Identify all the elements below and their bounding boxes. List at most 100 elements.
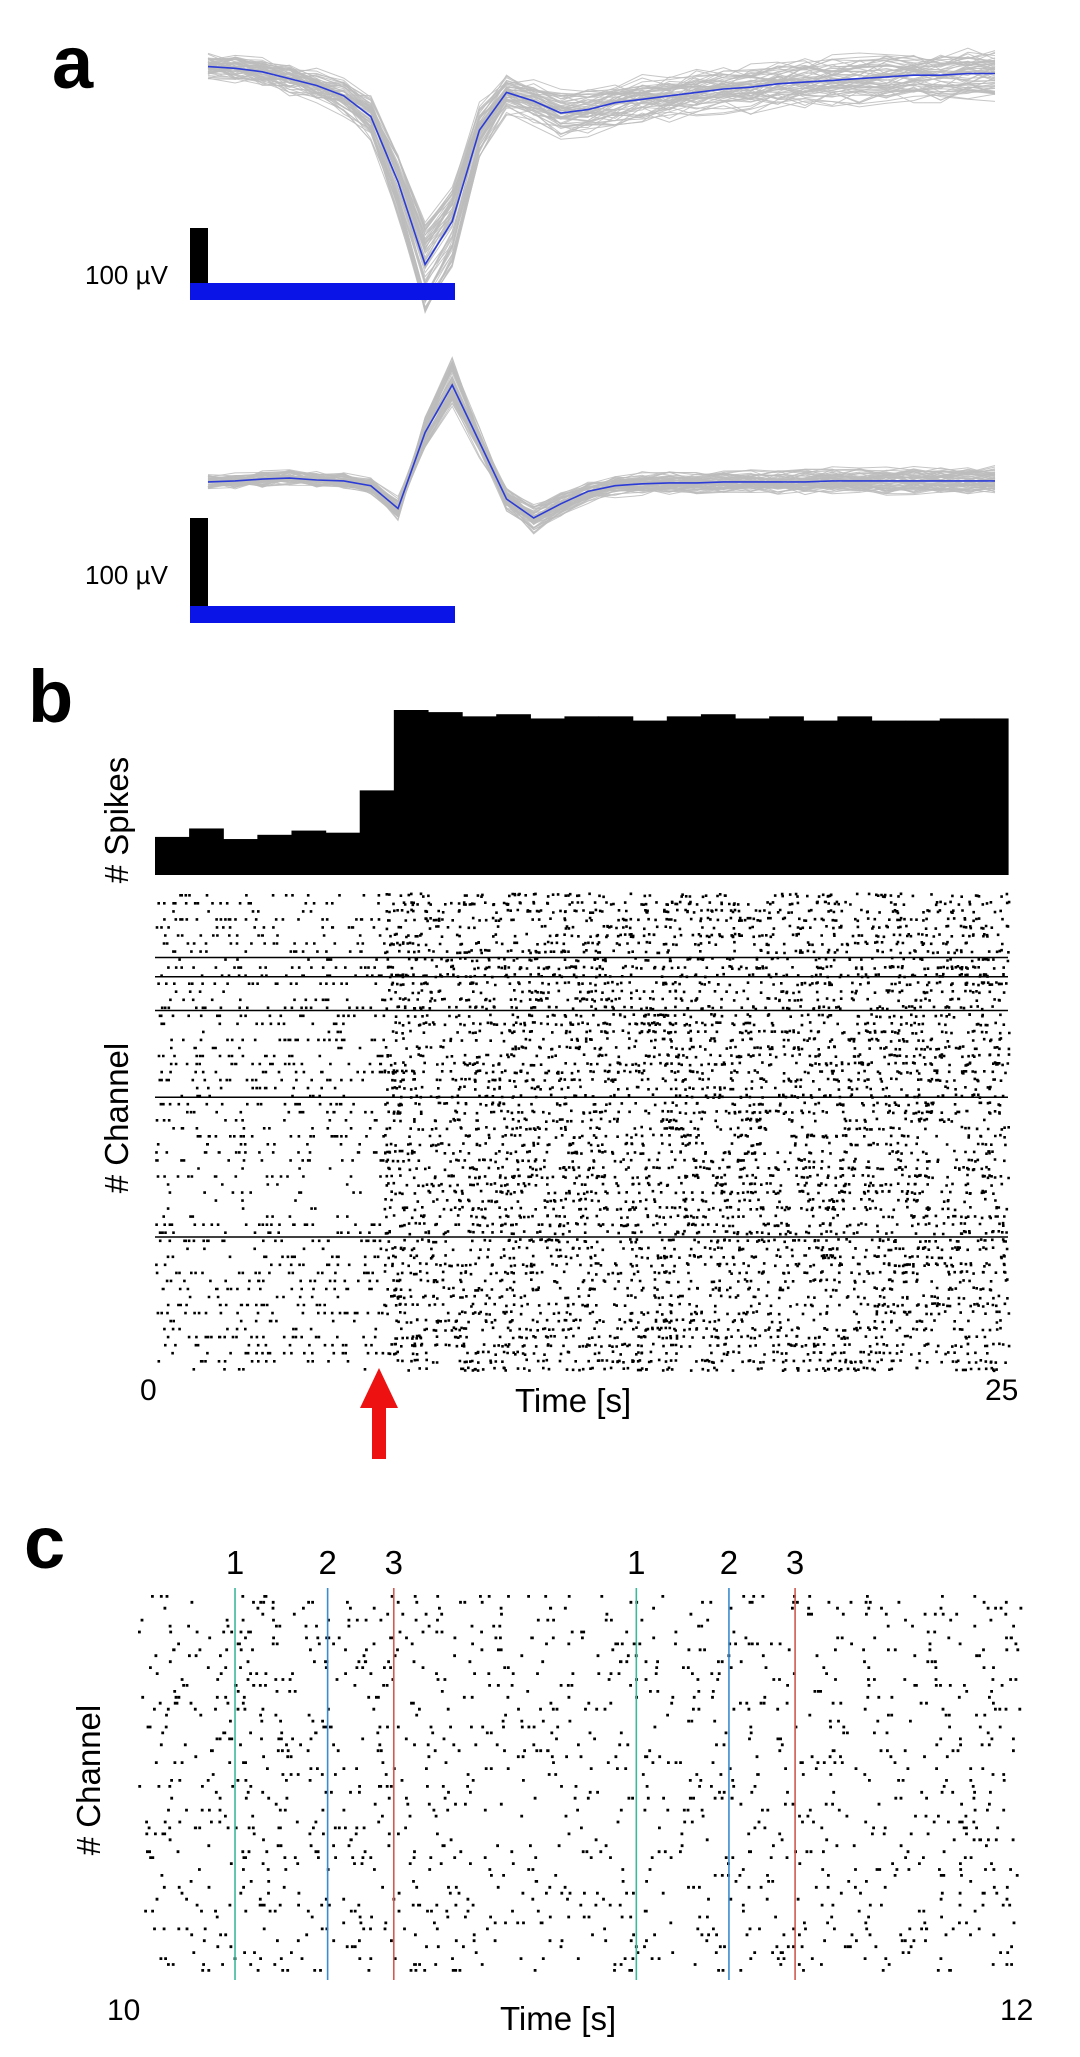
waveform-trace	[207, 60, 996, 303]
histogram-bar	[769, 716, 804, 875]
waveform-trace	[207, 379, 996, 529]
waveform-trace	[207, 365, 996, 534]
waveform-trace	[207, 363, 996, 531]
event-marker-label: 1	[627, 1544, 645, 1581]
raster-c-x-max: 12	[1000, 1994, 1033, 2027]
histogram-bar	[359, 790, 395, 875]
histogram-bar	[598, 716, 634, 875]
histogram-bar	[837, 716, 873, 875]
waveform-trace	[207, 54, 996, 298]
stimulus-arrow-head	[360, 1368, 398, 1408]
waveform-trace	[207, 376, 996, 521]
waveform-trace	[207, 390, 996, 522]
waveform-trace	[207, 56, 996, 232]
waveform-trace	[207, 395, 996, 518]
waveform-trace	[207, 47, 996, 243]
histogram-bar	[427, 712, 463, 875]
event-marker-label: 1	[226, 1544, 244, 1581]
waveform-trace	[207, 50, 996, 254]
waveform-trace	[207, 390, 996, 525]
histogram-bar	[189, 828, 224, 875]
raster-b-x-min: 0	[140, 1374, 157, 1407]
event-marker-label: 3	[786, 1544, 804, 1581]
panel-b-letter: b	[28, 655, 73, 738]
histogram-bar	[666, 716, 702, 875]
waveform-trace	[207, 393, 996, 522]
waveform-traces-bottom	[207, 356, 996, 535]
event-markers: 1 2 3 1 2 3	[226, 1544, 804, 1980]
spike-histogram	[155, 710, 1009, 875]
waveform-mean-top	[207, 65, 995, 267]
waveform-trace	[207, 364, 996, 528]
waveform-trace	[207, 388, 996, 526]
histogram-ylabel: # Spikes	[98, 757, 135, 884]
waveform-mean-bottom	[207, 383, 995, 519]
raster-b-spikes	[155, 892, 1011, 1373]
histogram-bar	[803, 720, 838, 875]
histogram-bar	[973, 718, 1009, 875]
waveform-trace	[207, 381, 996, 529]
waveform-trace	[207, 396, 996, 523]
waveform-trace	[207, 389, 996, 525]
scale-bar-bottom: 100 µV	[85, 518, 455, 623]
event-marker-label: 2	[318, 1544, 336, 1581]
histogram-bar	[393, 710, 429, 875]
waveform-plot-bottom	[207, 356, 996, 535]
histogram-bar	[700, 714, 736, 875]
scale-label-bottom: 100 µV	[85, 560, 169, 590]
histogram-bar	[564, 716, 600, 875]
waveform-trace	[207, 363, 996, 533]
waveform-trace	[207, 359, 996, 529]
histogram-bar	[871, 720, 907, 875]
waveform-trace	[207, 375, 996, 523]
waveform-trace	[207, 363, 996, 525]
raster-c-spikes	[138, 1595, 1023, 1972]
waveform-trace	[207, 57, 996, 226]
raster-c-xlabel: Time [s]	[500, 2000, 616, 2037]
waveform-plot-top	[207, 47, 996, 314]
histogram-bar	[632, 720, 668, 875]
event-marker-label: 2	[720, 1544, 738, 1581]
waveform-trace	[207, 396, 996, 523]
scale-bar-horizontal-bottom	[190, 606, 455, 623]
waveform-trace	[207, 76, 996, 296]
waveform-trace	[207, 67, 996, 311]
histogram-bar	[939, 718, 975, 875]
scale-bar-vertical-bottom	[190, 518, 208, 623]
raster-c-x-min: 10	[107, 1994, 140, 2027]
waveform-trace	[207, 62, 996, 314]
histogram-bar	[325, 832, 361, 875]
waveform-trace	[207, 72, 996, 302]
scale-bar-top: 100 µV	[85, 228, 455, 300]
waveform-trace	[207, 366, 996, 529]
waveform-trace	[207, 64, 996, 250]
waveform-trace	[207, 390, 996, 520]
histogram-bar	[496, 714, 531, 875]
channel-raster-b	[155, 892, 1011, 1373]
histogram-bar	[257, 834, 293, 875]
scale-label-top: 100 µV	[85, 260, 169, 290]
histogram-bar	[223, 839, 258, 875]
event-marker-label: 3	[385, 1544, 403, 1581]
raster-b-x-max: 25	[985, 1374, 1018, 1407]
stimulus-arrow-shaft	[372, 1404, 386, 1459]
stimulus-arrow	[360, 1368, 398, 1459]
raster-b-xlabel: Time [s]	[515, 1382, 631, 1419]
histogram-bar	[155, 836, 190, 875]
histogram-bar	[462, 716, 497, 875]
histogram-bar	[905, 720, 941, 875]
histogram-bar	[291, 830, 327, 875]
waveform-trace	[207, 390, 996, 522]
histogram-bar	[530, 718, 566, 875]
waveform-trace	[207, 405, 996, 523]
channel-raster-c	[138, 1595, 1023, 1972]
waveform-trace	[207, 369, 996, 514]
scale-bar-horizontal-top	[190, 283, 455, 300]
waveform-trace	[207, 52, 996, 231]
waveform-trace	[207, 399, 996, 519]
raster-b-ylabel: # Channel	[98, 1043, 135, 1193]
waveform-trace	[207, 68, 996, 309]
waveform-trace	[207, 402, 996, 519]
scale-bar-vertical-top	[190, 228, 208, 298]
panel-c-letter: c	[24, 1501, 65, 1584]
